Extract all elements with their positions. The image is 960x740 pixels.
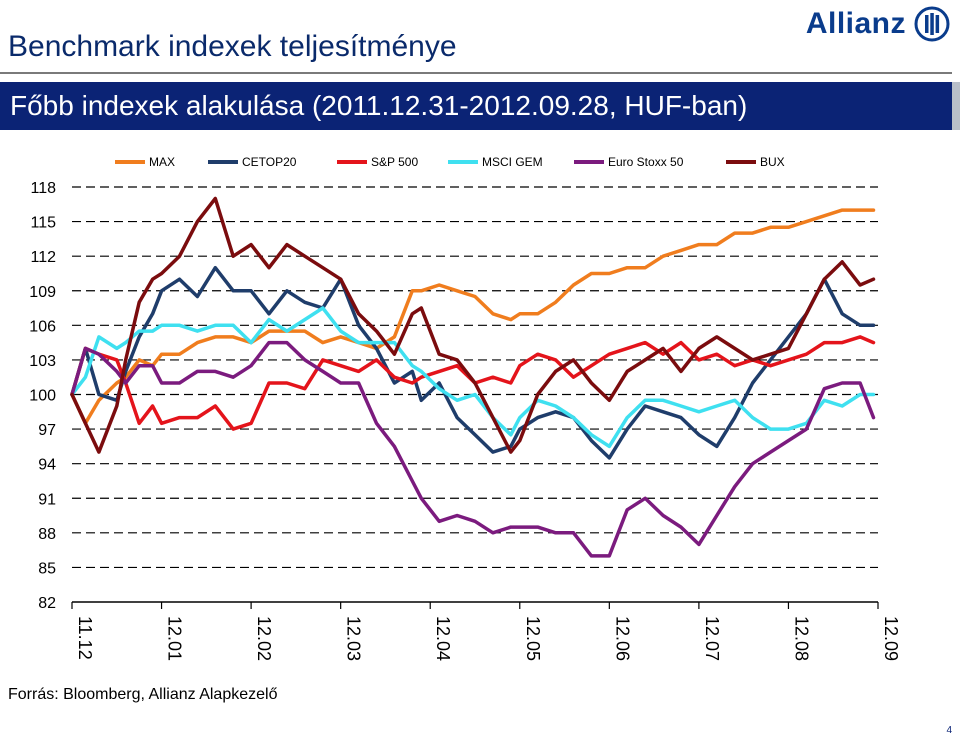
series-line-4 [70, 340, 876, 558]
x-tick-label: 12.09 [881, 616, 901, 661]
x-tick-label: 12.06 [612, 616, 632, 661]
source-note: Forrás: Bloomberg, Allianz Alapkezelő [8, 686, 278, 703]
y-tick-label: 115 [30, 215, 56, 232]
y-tick-label: 109 [29, 284, 56, 301]
y-tick-label: 106 [29, 318, 56, 335]
x-tick-label: 12.01 [165, 616, 185, 661]
legend-label: BUX [760, 155, 785, 169]
logo-text: Allianz [805, 7, 906, 40]
x-tick-label: 12.08 [791, 616, 811, 661]
legend-label: MAX [149, 155, 175, 169]
page-number: 4 [946, 725, 952, 736]
x-tick-label: 12.07 [702, 616, 722, 661]
series-line-1 [70, 265, 876, 460]
x-axis-ticks: 11.12 12.01 12.02 12.03 12.04 12.05 12.06 12.07… [71, 602, 901, 661]
grid [72, 186, 878, 603]
x-tick-label: 12.02 [254, 616, 274, 661]
title-divider [0, 72, 952, 74]
legend-label: S&P 500 [371, 155, 418, 169]
series-line-5 [70, 196, 876, 454]
y-tick-label: 100 [29, 388, 56, 405]
x-tick-label: 11.12 [75, 616, 95, 660]
subtitle-banner: Főbb indexek alakulása (2011.12.31-2012.… [0, 82, 960, 130]
page-title: Benchmark indexek teljesítménye [8, 30, 457, 63]
x-tick-label: 12.05 [523, 616, 543, 661]
banner-text: Főbb indexek alakulása (2011.12.31-2012.… [10, 90, 748, 121]
series-line-2 [70, 335, 876, 431]
legend-label: MSCI GEM [482, 155, 543, 169]
y-tick-label: 94 [38, 457, 56, 474]
y-tick-label: 112 [30, 249, 56, 266]
y-tick-label: 97 [38, 422, 56, 439]
y-tick-label: 85 [38, 560, 56, 577]
y-axis-ticks: 118 115 112 109 106 103 100 97 94 91 88 85 82 [29, 180, 56, 612]
y-tick-label: 91 [38, 491, 56, 508]
series-line-0 [70, 208, 876, 426]
y-tick-label: 118 [30, 180, 56, 197]
series-lines [70, 196, 876, 558]
legend-label: Euro Stoxx 50 [608, 155, 684, 169]
x-tick-label: 12.04 [433, 616, 453, 661]
y-tick-label: 88 [38, 526, 56, 543]
allianz-eagle-icon [914, 6, 950, 42]
legend-label: CETOP20 [242, 155, 297, 169]
legend: MAX CETOP20 S&P 500 MSCI GEM Euro Stoxx 50 BU… [115, 155, 785, 169]
allianz-logo: Allianz [806, 4, 950, 44]
y-tick-label: 82 [38, 595, 56, 612]
x-tick-label: 12.03 [344, 616, 364, 661]
series-line-3 [70, 306, 876, 449]
y-tick-label: 103 [29, 353, 56, 370]
